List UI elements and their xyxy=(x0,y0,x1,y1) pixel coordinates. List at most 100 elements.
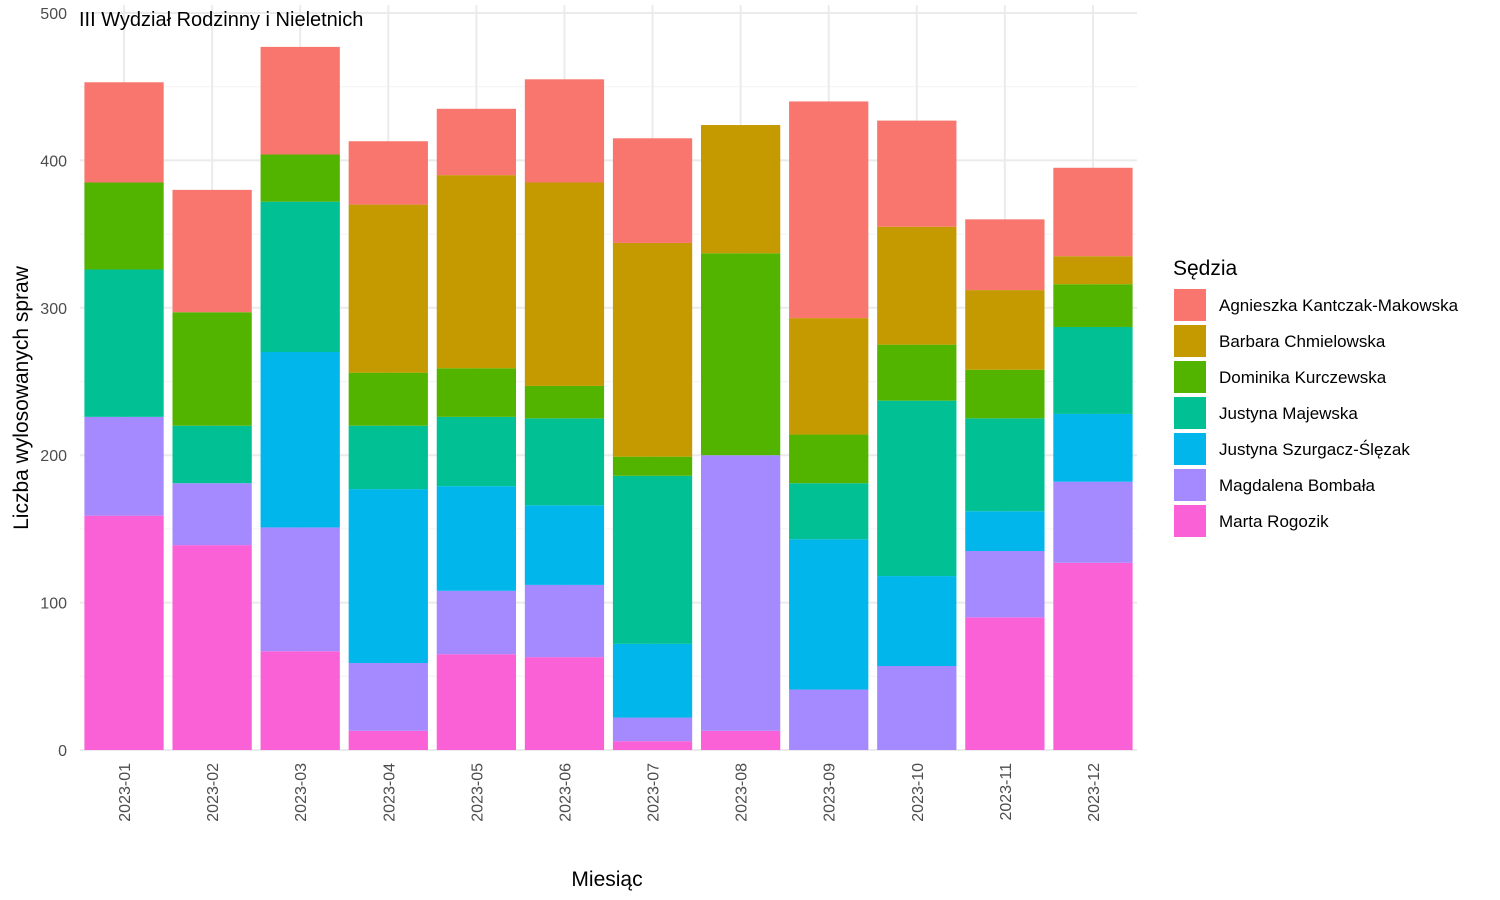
legend-swatch xyxy=(1174,361,1206,393)
bar-segment xyxy=(84,82,164,183)
bar-segment xyxy=(524,505,605,585)
legend-title: Sędzia xyxy=(1173,257,1238,280)
bar-segment xyxy=(436,368,517,417)
bar-segment xyxy=(1053,413,1133,482)
bar-segment xyxy=(1053,562,1133,750)
bar-segment xyxy=(965,418,1045,512)
bar-segment xyxy=(524,657,605,750)
y-axis-title: Liczba wylosowanych spraw xyxy=(10,265,33,530)
x-tick-label: 2023-11 xyxy=(998,763,1015,821)
bar-segment xyxy=(172,312,252,426)
bar-segment xyxy=(965,617,1045,750)
y-tick-label: 500 xyxy=(40,6,67,23)
legend-label: Magdalena Bombała xyxy=(1219,476,1375,495)
bar-segment xyxy=(524,418,605,506)
legend: Sędzia Agnieszka Kantczak-Makowska Barbar… xyxy=(1173,257,1459,537)
bar-segment xyxy=(612,717,693,742)
bar-segment xyxy=(1053,326,1133,414)
bar-segment xyxy=(84,182,164,270)
bar-segment xyxy=(524,385,605,419)
bar-segment xyxy=(348,204,428,373)
bar-segment xyxy=(789,689,869,750)
bar-segment xyxy=(436,654,517,750)
x-tick-label: 2023-01 xyxy=(117,763,134,822)
bar-segment xyxy=(700,455,781,731)
bar-segment xyxy=(877,120,957,227)
bar-segment xyxy=(1053,481,1133,563)
legend-swatch xyxy=(1174,325,1206,357)
bar-segment xyxy=(348,663,428,731)
legend-swatch xyxy=(1174,289,1206,321)
legend-items: Agnieszka Kantczak-Makowska Barbara Chmie… xyxy=(1174,289,1459,537)
bar-segment xyxy=(965,369,1045,419)
legend-swatch xyxy=(1174,397,1206,429)
bar-segment xyxy=(348,141,428,205)
bar-segment xyxy=(84,416,164,516)
x-axis-ticks: 2023-01 2023-02 2023-03 2023-04 2023-05 2023-… xyxy=(117,763,1103,822)
bar-segment xyxy=(789,101,869,319)
bar-segment xyxy=(436,175,517,369)
bar-segment xyxy=(612,456,693,476)
bar-segment xyxy=(789,539,869,690)
bar-segment xyxy=(1053,256,1133,285)
bar-segment xyxy=(436,416,517,487)
bar-segment xyxy=(612,475,693,644)
bar-segment xyxy=(172,545,252,750)
x-tick-label: 2023-09 xyxy=(822,763,839,822)
bar-segment xyxy=(348,372,428,426)
y-axis-ticks: 0 100 200 300 400 500 xyxy=(40,6,67,760)
x-axis-title: Miesiąc xyxy=(571,868,642,891)
bar-segment xyxy=(84,515,164,750)
chart-title: III Wydział Rodzinny i Nieletnich xyxy=(79,9,363,31)
bar-segment xyxy=(965,551,1045,618)
legend-swatch xyxy=(1174,433,1206,465)
bar-segment xyxy=(612,643,693,718)
x-tick-label: 2023-07 xyxy=(646,763,663,822)
bar-segment xyxy=(260,527,340,652)
bar-segment xyxy=(172,483,252,546)
y-tick-label: 0 xyxy=(58,743,67,760)
bar-segment xyxy=(965,511,1045,552)
bar-segment xyxy=(612,242,693,457)
bar-segment xyxy=(965,219,1045,291)
legend-label: Justyna Szurgacz-Ślęzak xyxy=(1219,440,1410,459)
bar-segment xyxy=(260,154,340,202)
bar-segment xyxy=(877,576,957,666)
bar-segment xyxy=(436,108,517,176)
bar-segment xyxy=(260,651,340,750)
legend-label: Marta Rogozik xyxy=(1219,512,1329,531)
bars xyxy=(84,46,1133,750)
bar-segment xyxy=(965,290,1045,370)
legend-label: Dominika Kurczewska xyxy=(1219,368,1387,387)
bar-segment xyxy=(877,400,957,577)
bar-segment xyxy=(348,730,428,750)
bar-segment xyxy=(789,483,869,540)
bar-segment xyxy=(700,253,781,456)
bar-segment xyxy=(524,79,605,183)
bar-segment xyxy=(877,226,957,345)
x-tick-label: 2023-02 xyxy=(205,763,222,822)
bar-segment xyxy=(172,189,252,313)
legend-label: Justyna Majewska xyxy=(1219,404,1358,423)
bar-segment xyxy=(612,138,693,243)
bar-segment xyxy=(524,182,605,386)
bar-segment xyxy=(260,352,340,528)
bar-segment xyxy=(524,584,605,658)
x-tick-label: 2023-08 xyxy=(734,763,751,822)
bar-segment xyxy=(700,730,781,750)
bar-segment xyxy=(348,489,428,664)
y-tick-label: 200 xyxy=(40,448,67,465)
bar-segment xyxy=(172,425,252,484)
bar-segment xyxy=(84,269,164,417)
legend-label: Barbara Chmielowska xyxy=(1219,332,1386,351)
y-tick-label: 400 xyxy=(40,153,67,170)
bar-segment xyxy=(436,486,517,591)
x-tick-label: 2023-04 xyxy=(381,763,398,822)
x-tick-label: 2023-10 xyxy=(910,763,927,822)
y-tick-label: 300 xyxy=(40,301,67,318)
bar-segment xyxy=(260,201,340,353)
bar-segment xyxy=(789,434,869,484)
bar-segment xyxy=(260,46,340,155)
bar-segment xyxy=(436,590,517,655)
